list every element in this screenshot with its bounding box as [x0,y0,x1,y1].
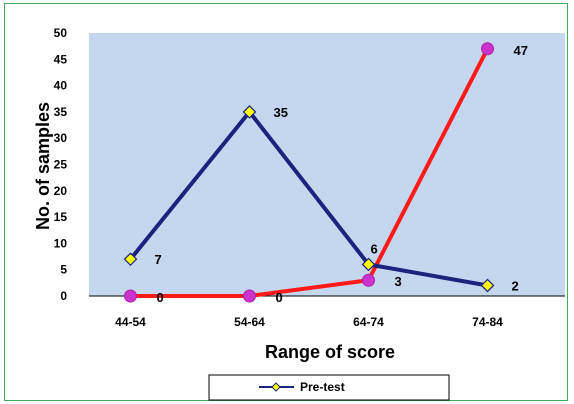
y-axis-title: No. of samples [33,102,53,230]
legend: Pre-test [208,374,450,401]
chart-frame: 0 5 10 15 20 25 30 35 40 45 50 44-54 54-64 64-74 74-8… [4,3,568,401]
y-tick-label: 40 [54,79,68,93]
y-tick-label: 10 [54,236,68,250]
data-label: 0 [157,290,164,305]
y-tick-label: 15 [54,210,68,224]
data-label: 0 [276,290,283,305]
legend-marker [271,382,281,392]
y-tick-label: 50 [54,26,68,40]
y-tick-label: 35 [54,105,68,119]
x-tick-label: 54-64 [234,315,265,329]
x-tick-label: 44-54 [115,315,146,329]
legend-label: Pre-test [300,380,345,394]
plot-area [89,33,565,296]
series-line [128,109,488,288]
x-tick-label: 64-74 [353,315,384,329]
y-tick-label: 25 [54,158,68,172]
y-tick-label: 30 [54,131,68,145]
data-point-marker [124,289,137,303]
data-label: 7 [155,252,162,267]
data-point-marker [480,278,495,293]
y-tick-label: 0 [60,289,67,303]
x-tick-label: 74-84 [472,315,503,329]
data-point-marker [243,289,256,303]
data-label: 6 [371,241,378,256]
x-axis-title: Range of score [265,342,395,362]
data-point-marker [362,273,375,287]
data-label: 47 [514,43,528,58]
data-label: 2 [512,278,519,293]
data-point-marker [242,105,257,119]
y-tick-label: 5 [60,263,67,277]
legend-box [208,374,450,401]
data-point-marker [481,42,494,56]
data-point-marker [123,252,138,267]
series-line [130,47,490,298]
data-label: 35 [274,105,288,120]
data-label: 3 [395,274,402,289]
y-tick-label: 45 [54,52,68,66]
data-point-marker [361,257,376,272]
y-tick-label: 20 [54,184,68,198]
